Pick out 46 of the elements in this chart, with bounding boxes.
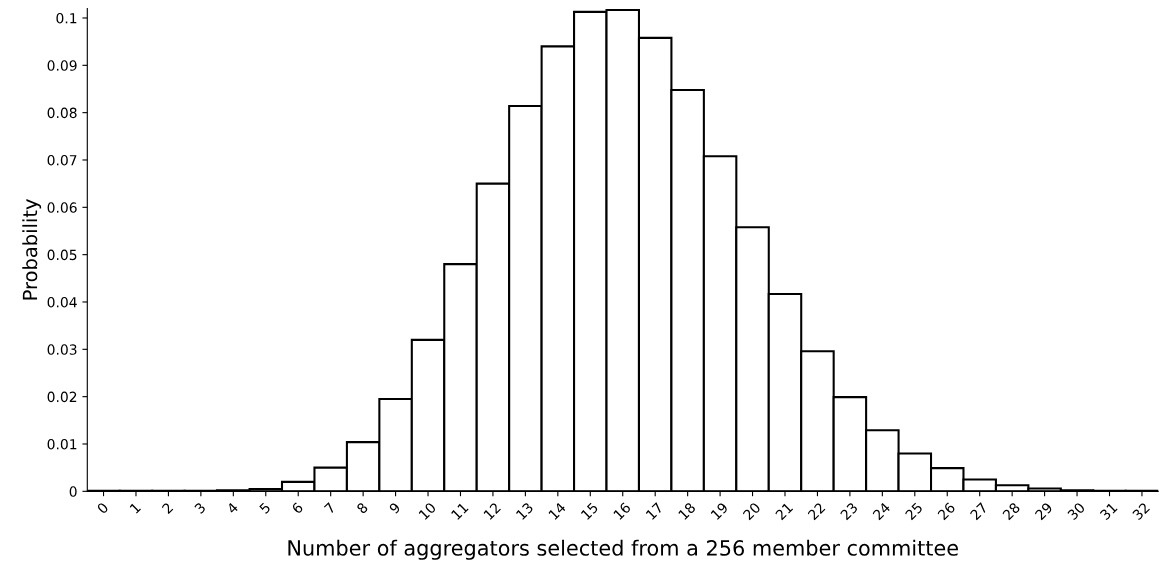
x-tick-label: 31 [1099,502,1118,521]
y-tick-label: 0.09 [47,60,77,71]
x-tick-label: 29 [1034,501,1054,521]
y-tick-label: 0.1 [56,12,77,24]
y-tick-label: 0.03 [47,344,77,355]
x-tick-label: 4 [226,501,239,515]
x-tick-label: 10 [418,501,437,521]
y-tick-label: 0.05 [47,249,77,261]
x-tick-label: 24 [872,501,891,521]
y-tick-label: 0.07 [47,154,77,166]
x-tick-label: 7 [323,502,336,514]
x-tick-label: 26 [937,501,956,521]
x-tick-label: 11 [450,502,469,520]
y-tick-label: 0.01 [47,438,77,450]
y-tick-label: 0.02 [47,391,77,403]
x-tick-label: 18 [677,501,697,521]
x-tick-label: 22 [807,502,826,521]
x-tick-label: 8 [356,501,369,515]
y-tick-label: 0.06 [47,202,77,213]
x-tick-label: 13 [515,502,534,521]
x-tick-label: 19 [710,501,729,521]
y-tick-label: 0.04 [47,296,77,308]
x-tick-label: 23 [839,502,859,521]
y-axis-title: Probability [22,199,42,300]
x-tick-label: 2 [161,502,174,515]
x-tick-label: 32 [1131,502,1151,521]
x-tick-label: 20 [742,501,761,521]
x-tick-label: 1 [129,502,141,514]
x-tick-label: 14 [548,501,567,520]
x-tick-label: 27 [969,502,988,521]
x-tick-label: 3 [193,502,207,515]
x-tick-label: 12 [483,502,501,520]
x-tick-label: 9 [388,501,401,515]
x-tick-label: 6 [291,501,304,515]
x-axis-title: Number of aggregators selected from a 256 member committee [288,539,958,560]
x-tick-label: 25 [904,502,924,521]
x-tick-label: 21 [774,502,794,521]
y-tick-label: 0.08 [47,107,77,119]
y-tick-label: 0 [69,486,77,497]
x-tick-label: 5 [258,502,271,515]
x-tick-label: 30 [1066,501,1086,521]
x-tick-label: 17 [645,502,664,520]
x-tick-label: 16 [612,501,632,521]
x-tick-label: 28 [1002,501,1021,521]
x-tick-label: 0 [96,501,109,515]
x-tick-label: 15 [580,502,599,521]
